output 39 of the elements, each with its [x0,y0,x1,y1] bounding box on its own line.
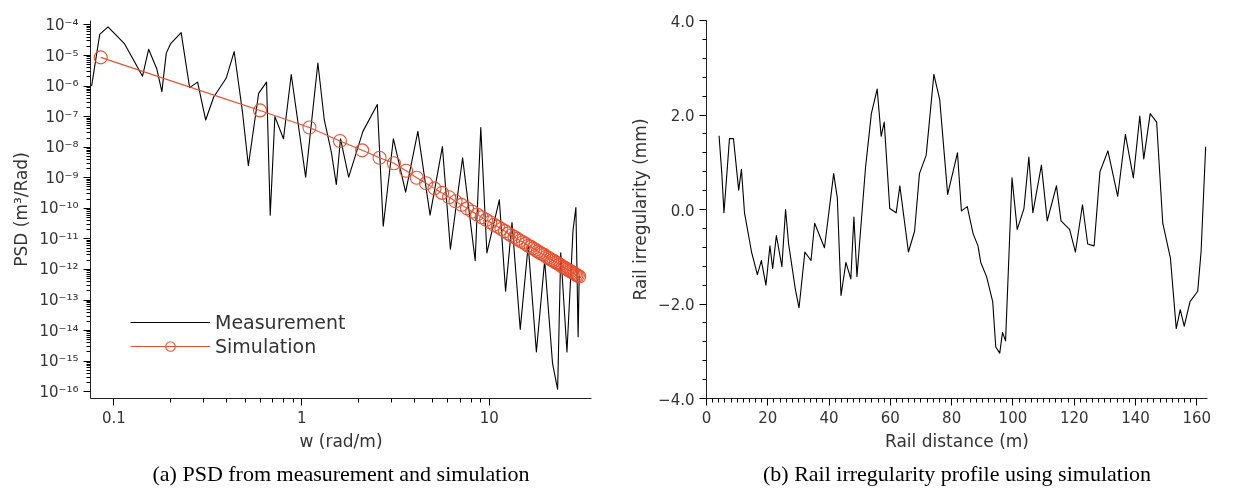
y-tick-label: 4.0 [670,12,695,31]
y-tick-label: 10⁻¹² [39,260,79,279]
y-axis-title: Rail irregularity (mm) [630,118,651,301]
legend-label: Measurement [215,311,346,333]
x-tick-label: 160 [1182,408,1212,427]
y-tick-label: 10⁻¹⁴ [39,321,79,340]
text: (b) Rail irregularity profile using simulation [763,460,1151,486]
y-tick-label: −4.0 [658,390,695,409]
x-tick-label: 40 [819,408,839,427]
x-tick-label: 140 [1121,408,1150,427]
x-tick-label: 100 [998,408,1028,427]
y-tick-label: 10⁻¹⁶ [39,382,79,401]
y-tick-label: 10⁻⁶ [45,77,79,96]
y-tick-label: 10⁻⁹ [45,168,79,187]
y-tick-label: 10⁻¹⁵ [39,352,79,371]
y-axis-title: PSD (m³/Rad) [11,152,32,267]
x-tick-label: 120 [1059,408,1089,427]
y-tick-label: 10⁻⁸ [45,138,79,157]
y-tick-label: 10⁻⁴ [45,15,79,34]
line-series [718,73,1207,354]
x-tick-label: 1 [296,408,307,427]
x-axis-title: Rail distance (m) [885,430,1029,451]
x-tick-label: 20 [758,408,778,427]
legend-label: Simulation [215,335,317,357]
x-tick-label: 10 [479,408,499,427]
y-tick-label: 10⁻¹⁰ [39,199,79,218]
x-tick-label: 0.1 [102,408,126,427]
x-axis-title: w (rad/m) [299,430,383,451]
y-tick-label: 10⁻¹¹ [39,229,79,248]
y-tick-label: −2.0 [658,296,695,314]
x-tick-label: 80 [942,408,962,427]
y-tick-label: 0.0 [670,201,695,220]
x-tick-label: 60 [880,408,900,427]
text: (a) PSD from measurement and simulation [152,460,530,486]
x-tick-label: 0 [701,408,712,427]
y-tick-label: 10⁻⁵ [45,46,79,65]
y-tick-label: 10⁻⁷ [45,107,79,126]
y-tick-label: 2.0 [670,107,695,125]
y-tick-label: 10⁻¹³ [39,291,79,310]
